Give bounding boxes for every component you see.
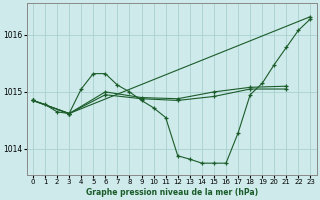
X-axis label: Graphe pression niveau de la mer (hPa): Graphe pression niveau de la mer (hPa) bbox=[86, 188, 258, 197]
